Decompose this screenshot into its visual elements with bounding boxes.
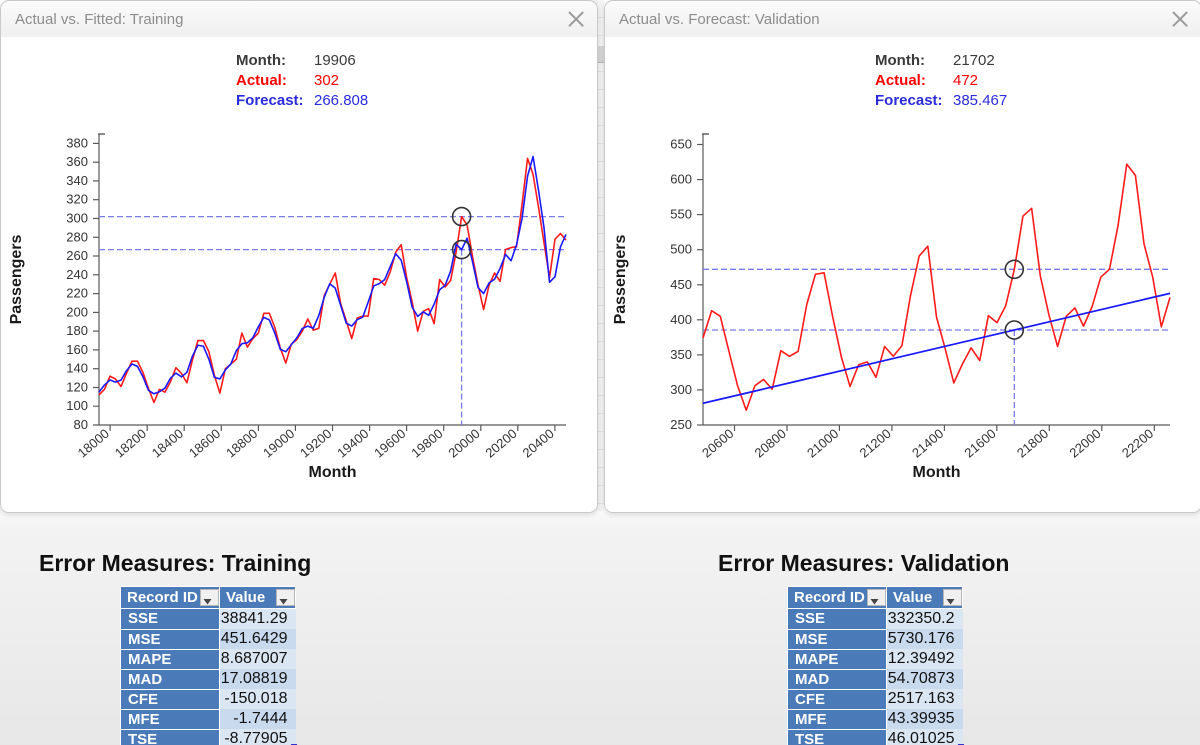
- svg-text:120: 120: [66, 380, 88, 395]
- svg-text:Passengers: Passengers: [612, 234, 629, 324]
- svg-text:18600: 18600: [186, 426, 223, 461]
- svg-text:360: 360: [66, 154, 88, 169]
- svg-text:240: 240: [66, 267, 88, 282]
- svg-text:19800: 19800: [408, 426, 445, 461]
- svg-text:100: 100: [66, 398, 88, 413]
- svg-text:18400: 18400: [149, 426, 186, 461]
- svg-text:19600: 19600: [371, 426, 408, 461]
- svg-text:80: 80: [74, 417, 88, 432]
- svg-text:18800: 18800: [223, 426, 260, 461]
- svg-text:Month: Month: [913, 464, 961, 481]
- svg-text:380: 380: [66, 135, 88, 150]
- svg-text:450: 450: [670, 277, 692, 292]
- svg-text:20800: 20800: [752, 426, 789, 461]
- svg-text:180: 180: [66, 323, 88, 338]
- svg-text:650: 650: [670, 137, 692, 152]
- svg-text:20200: 20200: [482, 426, 519, 461]
- svg-text:220: 220: [66, 286, 88, 301]
- svg-text:21000: 21000: [804, 426, 841, 461]
- svg-text:20400: 20400: [519, 426, 556, 461]
- svg-text:21800: 21800: [1014, 426, 1051, 461]
- svg-text:18200: 18200: [112, 426, 149, 461]
- svg-text:20600: 20600: [699, 426, 736, 461]
- svg-text:19000: 19000: [260, 426, 297, 461]
- svg-text:600: 600: [670, 172, 692, 187]
- svg-text:Month: Month: [309, 464, 357, 481]
- svg-text:160: 160: [66, 342, 88, 357]
- svg-text:22200: 22200: [1119, 426, 1156, 461]
- svg-text:21400: 21400: [909, 426, 946, 461]
- svg-text:21200: 21200: [856, 426, 893, 461]
- svg-text:300: 300: [66, 211, 88, 226]
- svg-text:320: 320: [66, 192, 88, 207]
- svg-text:400: 400: [670, 312, 692, 327]
- svg-text:550: 550: [670, 207, 692, 222]
- svg-text:200: 200: [66, 304, 88, 319]
- svg-text:19200: 19200: [297, 426, 334, 461]
- svg-text:260: 260: [66, 248, 88, 263]
- svg-text:21600: 21600: [961, 426, 998, 461]
- svg-text:19400: 19400: [334, 426, 371, 461]
- svg-text:250: 250: [670, 417, 692, 432]
- svg-text:350: 350: [670, 347, 692, 362]
- svg-text:340: 340: [66, 173, 88, 188]
- svg-text:500: 500: [670, 242, 692, 257]
- svg-text:Passengers: Passengers: [8, 234, 25, 324]
- svg-text:140: 140: [66, 361, 88, 376]
- svg-text:280: 280: [66, 229, 88, 244]
- svg-text:20000: 20000: [445, 426, 482, 461]
- svg-text:22000: 22000: [1066, 426, 1103, 461]
- svg-text:300: 300: [670, 382, 692, 397]
